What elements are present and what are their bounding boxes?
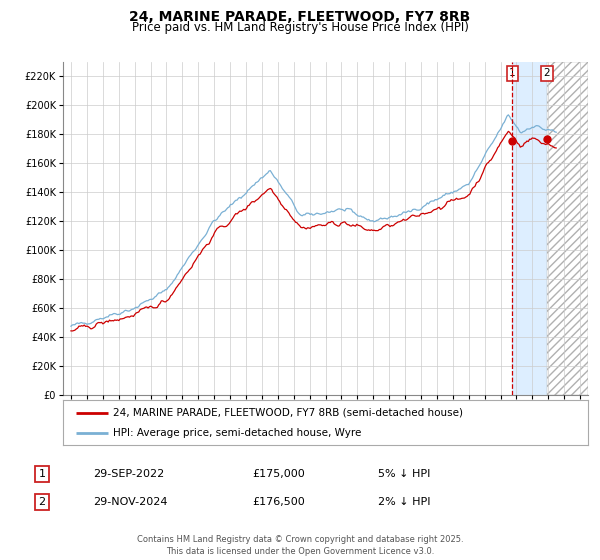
Text: 24, MARINE PARADE, FLEETWOOD, FY7 8RB (semi-detached house): 24, MARINE PARADE, FLEETWOOD, FY7 8RB (s… (113, 408, 463, 418)
Text: 5% ↓ HPI: 5% ↓ HPI (378, 469, 430, 479)
Text: 29-SEP-2022: 29-SEP-2022 (93, 469, 164, 479)
Text: HPI: Average price, semi-detached house, Wyre: HPI: Average price, semi-detached house,… (113, 428, 361, 438)
Text: Price paid vs. HM Land Registry's House Price Index (HPI): Price paid vs. HM Land Registry's House … (131, 21, 469, 34)
Text: 2% ↓ HPI: 2% ↓ HPI (378, 497, 431, 507)
Text: £175,000: £175,000 (252, 469, 305, 479)
Text: 2: 2 (544, 68, 550, 78)
Bar (512, 62, 547, 395)
Text: 24, MARINE PARADE, FLEETWOOD, FY7 8RB: 24, MARINE PARADE, FLEETWOOD, FY7 8RB (130, 10, 470, 24)
Text: 2: 2 (38, 497, 46, 507)
Bar (547, 62, 588, 395)
Text: 29-NOV-2024: 29-NOV-2024 (93, 497, 167, 507)
Text: £176,500: £176,500 (252, 497, 305, 507)
Text: Contains HM Land Registry data © Crown copyright and database right 2025.
This d: Contains HM Land Registry data © Crown c… (137, 535, 463, 556)
Text: 1: 1 (509, 68, 516, 78)
Text: 1: 1 (38, 469, 46, 479)
